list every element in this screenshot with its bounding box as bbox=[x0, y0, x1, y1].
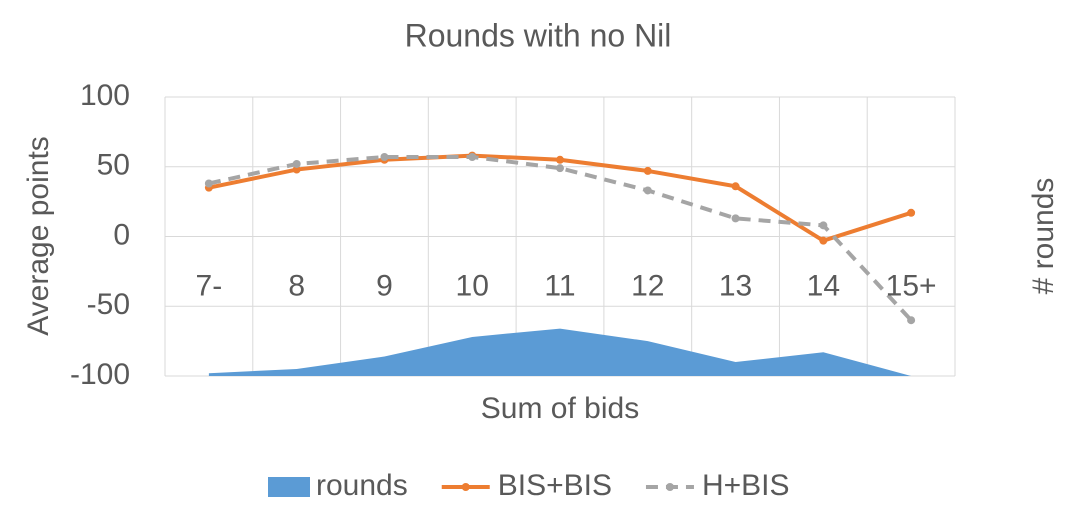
x-tick-label: 13 bbox=[719, 269, 752, 302]
marker bbox=[907, 208, 916, 217]
marker bbox=[819, 236, 828, 245]
x-tick-label: 10 bbox=[456, 269, 489, 302]
marker bbox=[292, 159, 301, 168]
y-tick-label: -100 bbox=[70, 358, 130, 391]
marker bbox=[907, 316, 916, 325]
marker bbox=[556, 155, 564, 164]
legend-marker bbox=[461, 483, 470, 491]
legend: rounds BIS+BIS H+BIS bbox=[268, 469, 790, 502]
x-axis-title: Sum of bids bbox=[481, 392, 639, 425]
marker bbox=[556, 164, 564, 173]
marker bbox=[292, 165, 301, 174]
legend-swatch bbox=[268, 477, 310, 497]
marker bbox=[643, 186, 652, 195]
marker bbox=[468, 152, 477, 161]
legend-label: H+BIS bbox=[702, 469, 790, 502]
marker bbox=[731, 214, 740, 223]
y-tick-label: 0 bbox=[113, 218, 130, 251]
legend-label: BIS+BIS bbox=[498, 469, 612, 502]
area bbox=[208, 328, 912, 376]
y-tick-label: 50 bbox=[97, 149, 130, 182]
y-tick-label: 100 bbox=[80, 79, 130, 112]
x-tick-label: 9 bbox=[376, 269, 393, 302]
x-tick-label: 14 bbox=[807, 269, 840, 302]
marker bbox=[731, 182, 740, 191]
y2-axis-title: # rounds bbox=[1027, 178, 1060, 295]
marker bbox=[380, 152, 389, 161]
y-axis-title: Average points bbox=[22, 136, 55, 336]
y-tick-label: -50 bbox=[87, 288, 130, 321]
marker bbox=[643, 166, 652, 175]
x-tick-label: 11 bbox=[544, 269, 575, 302]
marker bbox=[204, 179, 213, 188]
legend-label: rounds bbox=[316, 469, 408, 502]
legend-marker bbox=[665, 483, 674, 491]
x-tick-label: 7- bbox=[196, 269, 223, 302]
x-tick-label: 8 bbox=[288, 269, 305, 302]
chart-title: Rounds with no Nil bbox=[405, 17, 672, 53]
x-tick-label: 12 bbox=[631, 269, 664, 302]
x-tick-label: 15+ bbox=[886, 269, 937, 302]
marker bbox=[819, 221, 828, 230]
